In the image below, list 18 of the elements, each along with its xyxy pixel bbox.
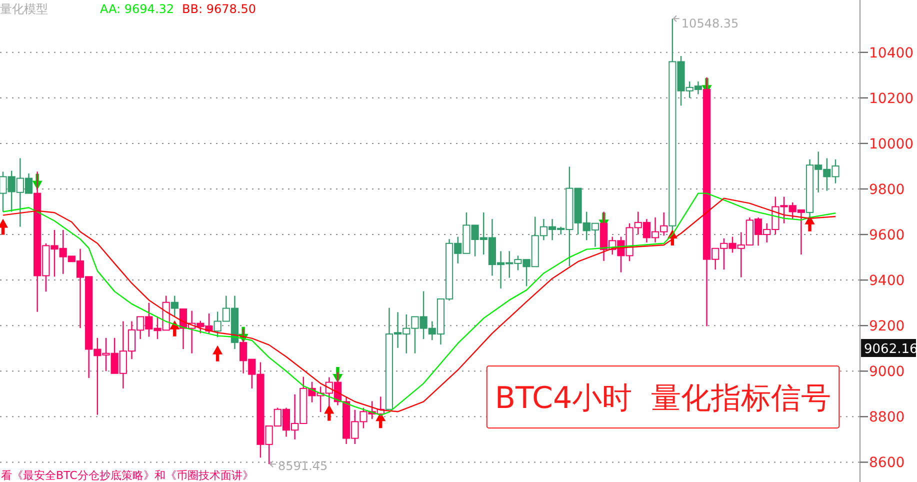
y-tick-label: 9800 (869, 182, 905, 198)
y-tick-label: 8800 (869, 410, 905, 426)
y-tick-label: 10200 (869, 90, 914, 107)
annotation: BTC4小时 量化指标信号 (494, 381, 832, 416)
price-tag: 9062.16 (861, 339, 917, 357)
y-tick-label: 9200 (869, 318, 905, 335)
y-tick-label: 8600 (869, 455, 905, 472)
y-tick-label: 9400 (869, 273, 905, 290)
y-tick-label: 9000 (869, 364, 905, 380)
annotation: 10548.35 (681, 16, 739, 31)
annotation: 8591.45 (278, 459, 328, 474)
chart-title: 量化模型 (0, 2, 48, 16)
annotation: 看《最安全BTC分仓抄底策略》和《币圈技术面讲》 (1, 469, 254, 482)
y-tick-label: 9600 (869, 228, 905, 244)
y-tick-label: 10000 (869, 136, 914, 152)
y-tick-label: 10400 (869, 45, 914, 62)
signal-box: BTC4小时 量化指标信号 (486, 366, 840, 428)
legend: AA: 9694.32 BB: 9678.50 (100, 2, 256, 16)
